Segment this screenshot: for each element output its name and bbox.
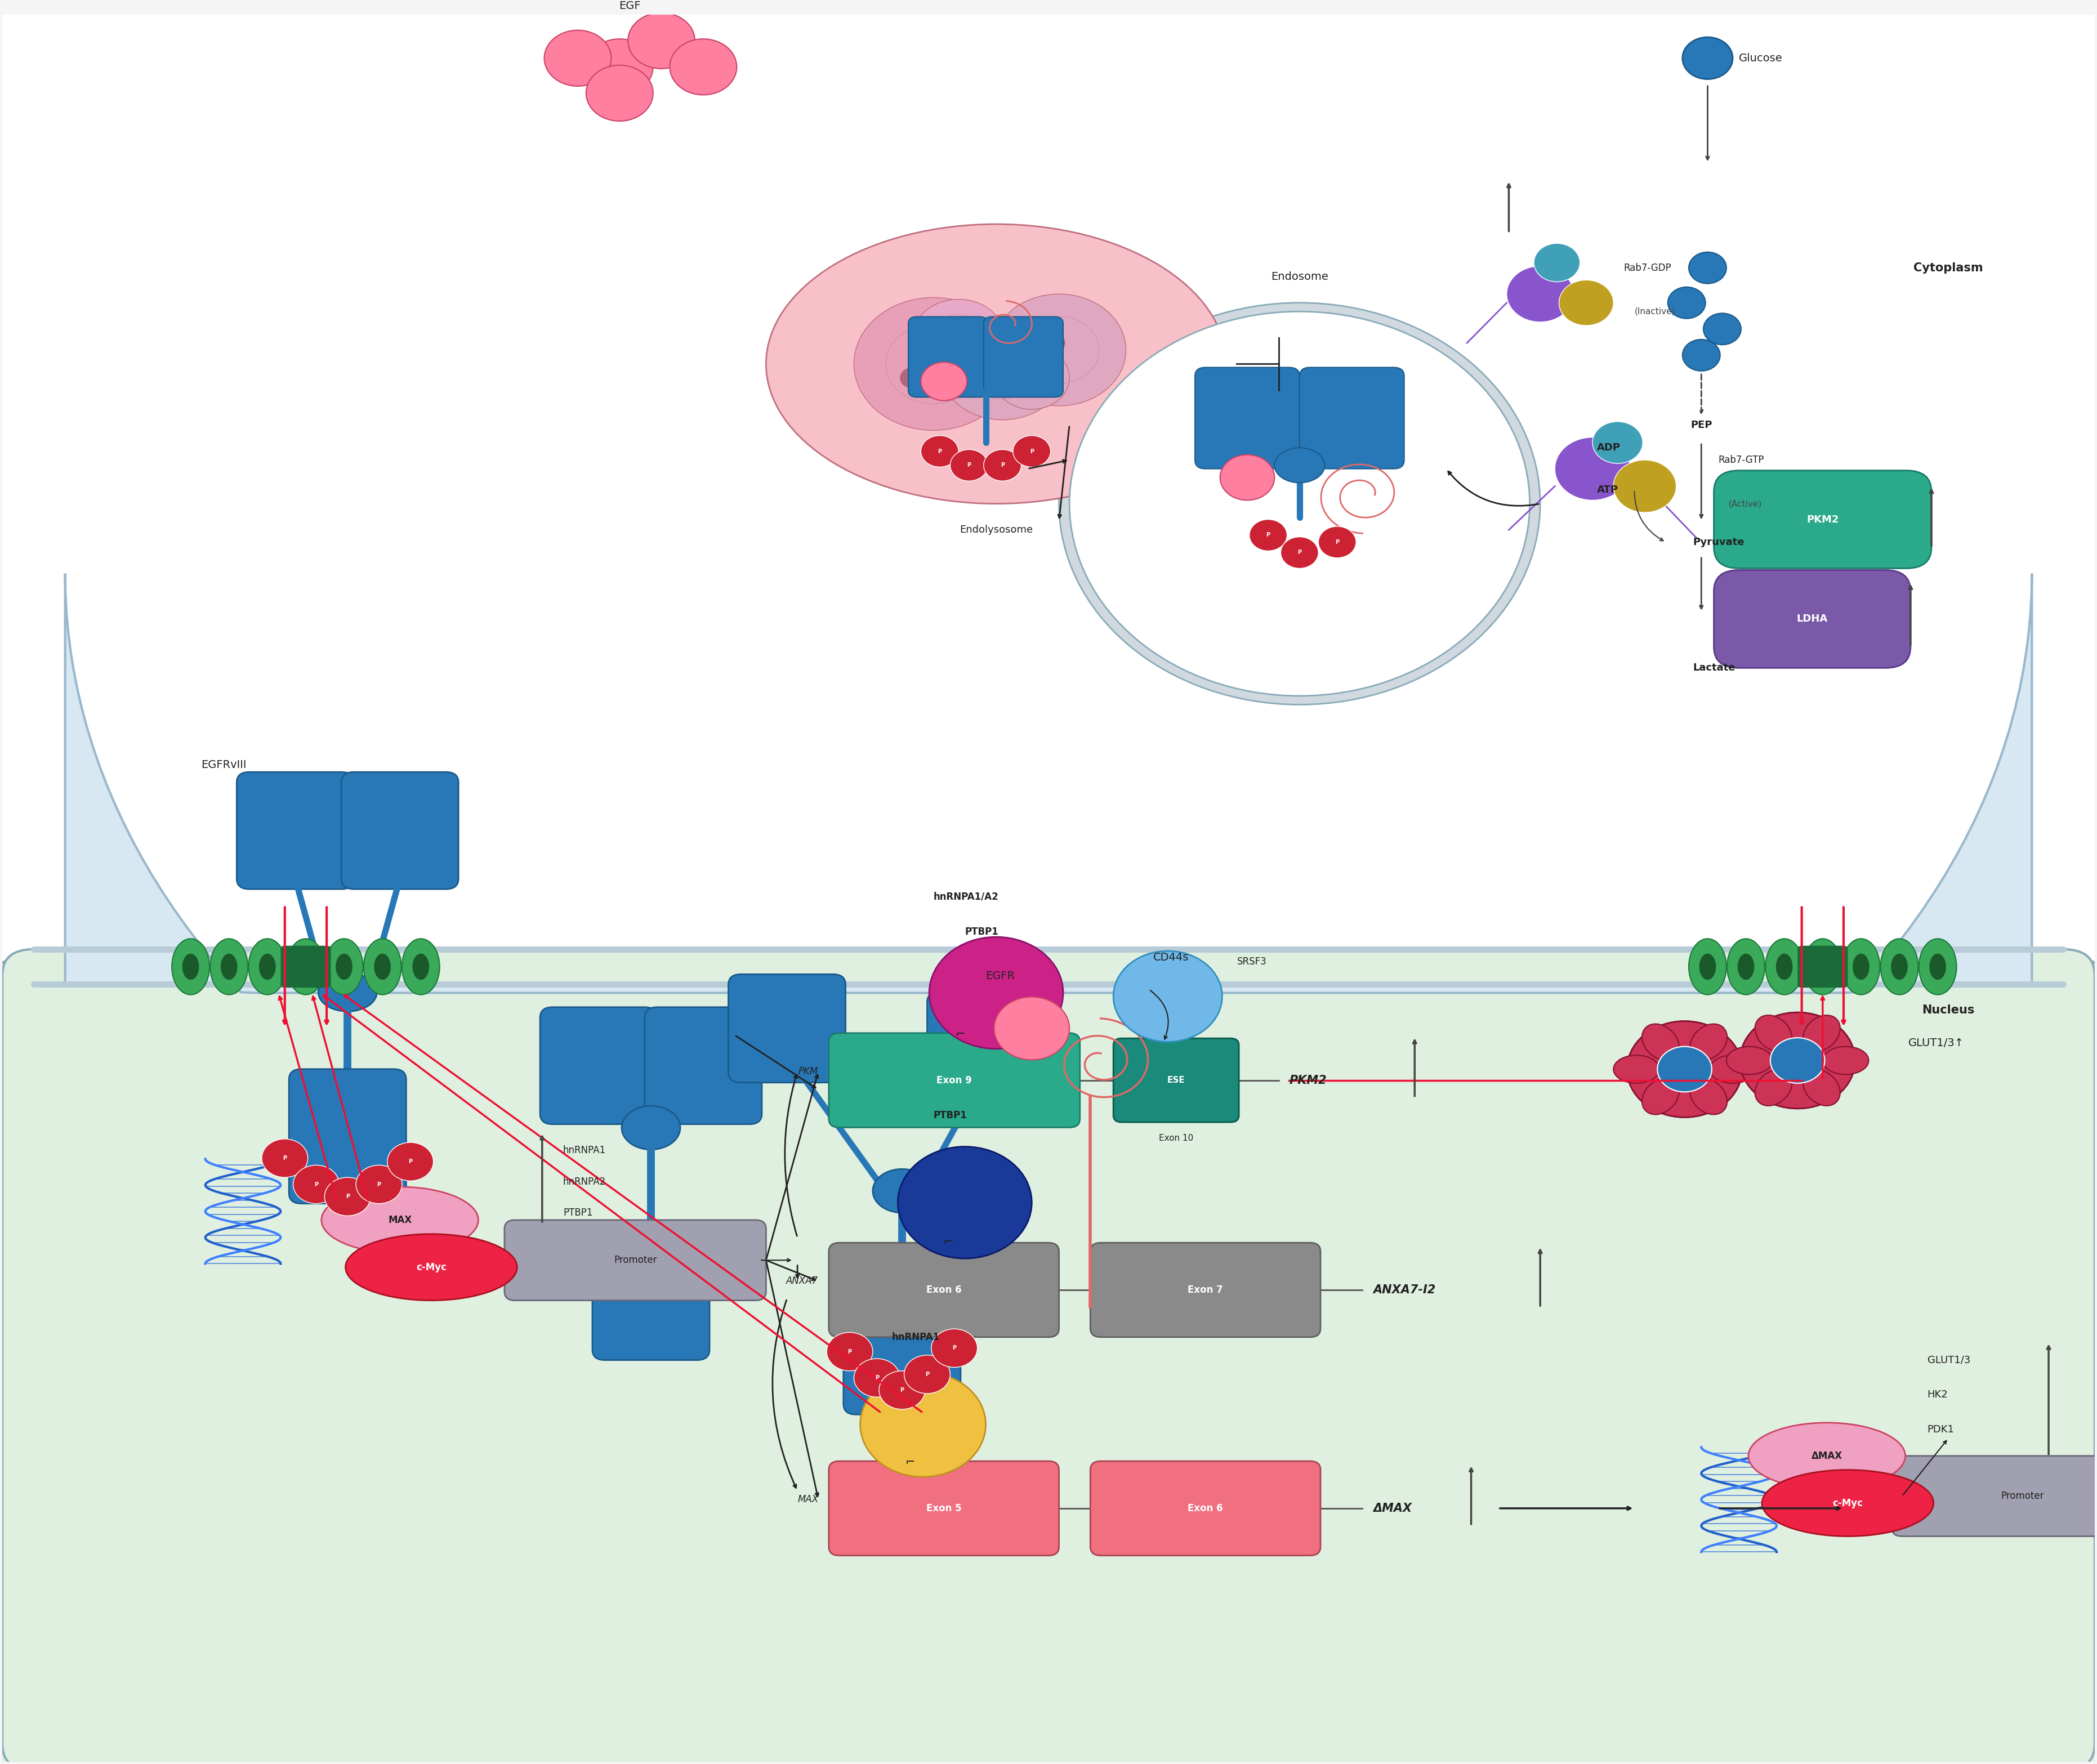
- Text: P: P: [1030, 448, 1034, 453]
- Text: ESE: ESE: [1168, 1076, 1185, 1085]
- Text: Promoter: Promoter: [614, 1256, 656, 1265]
- Circle shape: [1703, 314, 1741, 344]
- Circle shape: [983, 450, 1021, 482]
- Text: P: P: [874, 1374, 879, 1381]
- Ellipse shape: [287, 938, 325, 995]
- Circle shape: [1069, 312, 1529, 695]
- Circle shape: [939, 316, 1065, 420]
- Circle shape: [912, 300, 1004, 376]
- FancyBboxPatch shape: [1713, 471, 1931, 568]
- Ellipse shape: [346, 1235, 518, 1300]
- Text: ΔMAX: ΔMAX: [1812, 1450, 1843, 1461]
- FancyBboxPatch shape: [2, 949, 2095, 1764]
- Text: (Active): (Active): [1728, 499, 1761, 508]
- Text: HK2: HK2: [1927, 1390, 1948, 1401]
- Text: Exon 6: Exon 6: [1187, 1503, 1223, 1514]
- FancyBboxPatch shape: [983, 318, 1063, 397]
- Text: Exon 10: Exon 10: [1160, 1134, 1193, 1141]
- Text: c-Myc: c-Myc: [1833, 1498, 1862, 1508]
- FancyBboxPatch shape: [1195, 367, 1300, 469]
- Circle shape: [879, 1371, 925, 1409]
- Ellipse shape: [1642, 1023, 1680, 1060]
- Ellipse shape: [1891, 954, 1908, 979]
- FancyBboxPatch shape: [927, 991, 1044, 1101]
- Text: PDK1: PDK1: [1927, 1425, 1954, 1434]
- Ellipse shape: [1852, 954, 1868, 979]
- Circle shape: [994, 346, 1069, 409]
- Ellipse shape: [1803, 1069, 1839, 1106]
- Circle shape: [931, 1328, 977, 1367]
- Text: hnRNPA1: hnRNPA1: [564, 1145, 606, 1155]
- Text: (Inactive): (Inactive): [1634, 307, 1676, 316]
- Ellipse shape: [1761, 1469, 1933, 1536]
- Circle shape: [262, 1140, 308, 1177]
- Circle shape: [545, 30, 610, 86]
- Circle shape: [1682, 37, 1732, 79]
- Ellipse shape: [298, 954, 315, 979]
- Circle shape: [1667, 288, 1705, 319]
- Text: Exon 7: Exon 7: [1187, 1284, 1223, 1295]
- Circle shape: [904, 1355, 950, 1394]
- Polygon shape: [65, 573, 2032, 993]
- FancyBboxPatch shape: [591, 1226, 709, 1360]
- Ellipse shape: [1627, 1021, 1743, 1117]
- Text: hnRNPA2: hnRNPA2: [564, 1177, 606, 1187]
- Circle shape: [1114, 951, 1223, 1043]
- Text: PTBP1: PTBP1: [965, 926, 998, 937]
- Text: Glucose: Glucose: [1738, 53, 1782, 64]
- FancyBboxPatch shape: [1114, 1039, 1239, 1122]
- FancyBboxPatch shape: [1891, 1455, 2097, 1536]
- Ellipse shape: [319, 974, 377, 1011]
- Ellipse shape: [1881, 938, 1919, 995]
- Circle shape: [1682, 339, 1720, 370]
- Ellipse shape: [1728, 938, 1766, 995]
- Text: Rab7-GTP: Rab7-GTP: [1717, 455, 1764, 466]
- Ellipse shape: [1755, 1069, 1793, 1106]
- Circle shape: [1613, 460, 1676, 512]
- Text: P: P: [283, 1155, 287, 1161]
- Circle shape: [921, 436, 958, 467]
- Text: P: P: [1000, 462, 1004, 467]
- Ellipse shape: [1613, 1055, 1659, 1083]
- FancyBboxPatch shape: [1797, 946, 1847, 988]
- Text: c-Myc: c-Myc: [415, 1261, 447, 1272]
- Text: MAX: MAX: [388, 1215, 411, 1226]
- Circle shape: [994, 997, 1069, 1060]
- Text: Exon 9: Exon 9: [937, 1076, 973, 1085]
- FancyBboxPatch shape: [289, 1069, 407, 1203]
- Circle shape: [388, 1143, 434, 1180]
- FancyBboxPatch shape: [541, 1007, 656, 1124]
- Ellipse shape: [325, 938, 363, 995]
- Ellipse shape: [1919, 938, 1957, 995]
- Ellipse shape: [1929, 954, 1946, 979]
- Text: P: P: [847, 1349, 851, 1355]
- Ellipse shape: [413, 954, 430, 979]
- Ellipse shape: [220, 954, 237, 979]
- Ellipse shape: [250, 938, 285, 995]
- Ellipse shape: [403, 938, 440, 995]
- Ellipse shape: [172, 938, 210, 995]
- Ellipse shape: [321, 1187, 478, 1252]
- Circle shape: [900, 367, 925, 388]
- Circle shape: [921, 362, 967, 400]
- Circle shape: [1319, 526, 1357, 557]
- Ellipse shape: [1690, 1078, 1728, 1115]
- Circle shape: [860, 1372, 986, 1476]
- Text: Endolysosome: Endolysosome: [960, 526, 1034, 534]
- Circle shape: [1770, 1037, 1824, 1083]
- Circle shape: [1508, 266, 1573, 323]
- Circle shape: [1281, 536, 1319, 568]
- Text: P: P: [1267, 533, 1271, 538]
- Ellipse shape: [1741, 1013, 1856, 1108]
- Text: Exon 6: Exon 6: [927, 1284, 963, 1295]
- FancyBboxPatch shape: [843, 1281, 960, 1415]
- Text: P: P: [937, 448, 942, 453]
- Circle shape: [826, 1332, 872, 1371]
- Ellipse shape: [1841, 938, 1879, 995]
- Text: LDHA: LDHA: [1797, 614, 1829, 624]
- Circle shape: [992, 295, 1126, 406]
- FancyBboxPatch shape: [237, 773, 354, 889]
- Text: SRSF3: SRSF3: [1237, 956, 1267, 967]
- Circle shape: [585, 39, 652, 95]
